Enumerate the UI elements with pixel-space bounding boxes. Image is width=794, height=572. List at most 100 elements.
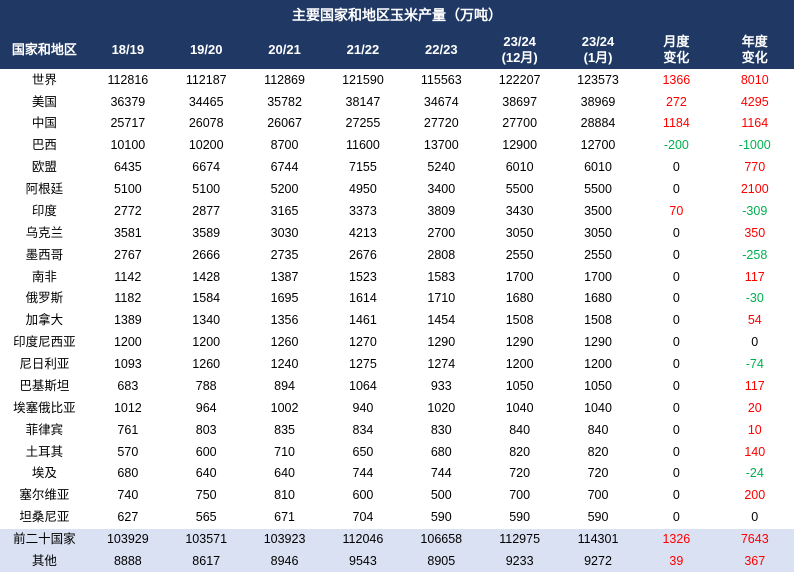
value-cell: 34674	[402, 91, 480, 113]
value-cell: 1012	[89, 397, 167, 419]
region-cell: 其他	[0, 550, 89, 572]
table-row: 塞尔维亚7407508106005007007000200	[0, 485, 794, 507]
col-header: 23/24(1月)	[559, 30, 637, 69]
value-cell: 27255	[324, 113, 402, 135]
value-cell: 2735	[245, 244, 323, 266]
value-cell: 1050	[559, 375, 637, 397]
value-cell: 27720	[402, 113, 480, 135]
value-cell: 38697	[480, 91, 558, 113]
value-cell: 1583	[402, 266, 480, 288]
value-cell: 70	[637, 200, 715, 222]
value-cell: 12700	[559, 135, 637, 157]
col-header: 月度变化	[637, 30, 715, 69]
value-cell: 570	[89, 441, 167, 463]
value-cell: 9543	[324, 550, 402, 572]
value-cell: 8905	[402, 550, 480, 572]
table-row: 埃及6806406407447447207200-24	[0, 463, 794, 485]
value-cell: 770	[716, 157, 794, 179]
col-header: 21/22	[324, 30, 402, 69]
table-row: 世界11281611218711286912159011556312220712…	[0, 69, 794, 91]
value-cell: -1000	[716, 135, 794, 157]
value-cell: 627	[89, 507, 167, 529]
value-cell: 123573	[559, 69, 637, 91]
value-cell: 115563	[402, 69, 480, 91]
value-cell: 565	[167, 507, 245, 529]
value-cell: 272	[637, 91, 715, 113]
col-header: 国家和地区	[0, 30, 89, 69]
region-cell: 加拿大	[0, 310, 89, 332]
value-cell: 117	[716, 266, 794, 288]
value-cell: 5240	[402, 157, 480, 179]
value-cell: 4213	[324, 222, 402, 244]
table-row: 前二十国家10392910357110392311204610665811297…	[0, 529, 794, 551]
table-title: 主要国家和地区玉米产量（万吨）	[0, 0, 794, 30]
value-cell: 1260	[167, 354, 245, 376]
value-cell: 1700	[480, 266, 558, 288]
value-cell: 5500	[480, 179, 558, 201]
value-cell: 3373	[324, 200, 402, 222]
table-row: 墨西哥27672666273526762808255025500-258	[0, 244, 794, 266]
value-cell: 590	[559, 507, 637, 529]
value-cell: 39	[637, 550, 715, 572]
value-cell: 6674	[167, 157, 245, 179]
value-cell: 8617	[167, 550, 245, 572]
value-cell: 1710	[402, 288, 480, 310]
value-cell: 1461	[324, 310, 402, 332]
value-cell: 36379	[89, 91, 167, 113]
value-cell: 2808	[402, 244, 480, 266]
value-cell: 1366	[637, 69, 715, 91]
value-cell: -309	[716, 200, 794, 222]
value-cell: 1274	[402, 354, 480, 376]
value-cell: 1240	[245, 354, 323, 376]
value-cell: 683	[89, 375, 167, 397]
value-cell: 1326	[637, 529, 715, 551]
region-cell: 印度尼西亚	[0, 332, 89, 354]
value-cell: 5100	[167, 179, 245, 201]
value-cell: 2772	[89, 200, 167, 222]
value-cell: 835	[245, 419, 323, 441]
region-cell: 中国	[0, 113, 89, 135]
value-cell: 940	[324, 397, 402, 419]
value-cell: 13700	[402, 135, 480, 157]
value-cell: 1508	[559, 310, 637, 332]
value-cell: 4295	[716, 91, 794, 113]
value-cell: 1584	[167, 288, 245, 310]
value-cell: 3430	[480, 200, 558, 222]
value-cell: 6744	[245, 157, 323, 179]
region-cell: 埃及	[0, 463, 89, 485]
value-cell: -74	[716, 354, 794, 376]
value-cell: 1340	[167, 310, 245, 332]
value-cell: 1142	[89, 266, 167, 288]
value-cell: 0	[637, 244, 715, 266]
value-cell: 840	[559, 419, 637, 441]
value-cell: 1356	[245, 310, 323, 332]
value-cell: -24	[716, 463, 794, 485]
value-cell: 700	[559, 485, 637, 507]
value-cell: 680	[89, 463, 167, 485]
value-cell: 25717	[89, 113, 167, 135]
value-cell: 3581	[89, 222, 167, 244]
value-cell: 3030	[245, 222, 323, 244]
value-cell: 720	[559, 463, 637, 485]
table-row: 土耳其5706007106506808208200140	[0, 441, 794, 463]
table-row: 中国25717260782606727255277202770028884118…	[0, 113, 794, 135]
value-cell: 1700	[559, 266, 637, 288]
value-cell: 2550	[559, 244, 637, 266]
value-cell: 0	[637, 441, 715, 463]
value-cell: 3050	[480, 222, 558, 244]
col-header: 20/21	[245, 30, 323, 69]
value-cell: 0	[637, 485, 715, 507]
value-cell: 10	[716, 419, 794, 441]
value-cell: 0	[637, 354, 715, 376]
value-cell: 0	[637, 375, 715, 397]
value-cell: -30	[716, 288, 794, 310]
value-cell: 1387	[245, 266, 323, 288]
table-row: 巴西1010010200870011600137001290012700-200…	[0, 135, 794, 157]
value-cell: 1389	[89, 310, 167, 332]
table-row: 尼日利亚10931260124012751274120012000-74	[0, 354, 794, 376]
value-cell: 3500	[559, 200, 637, 222]
value-cell: 1275	[324, 354, 402, 376]
region-cell: 前二十国家	[0, 529, 89, 551]
value-cell: 112816	[89, 69, 167, 91]
value-cell: 1260	[245, 332, 323, 354]
